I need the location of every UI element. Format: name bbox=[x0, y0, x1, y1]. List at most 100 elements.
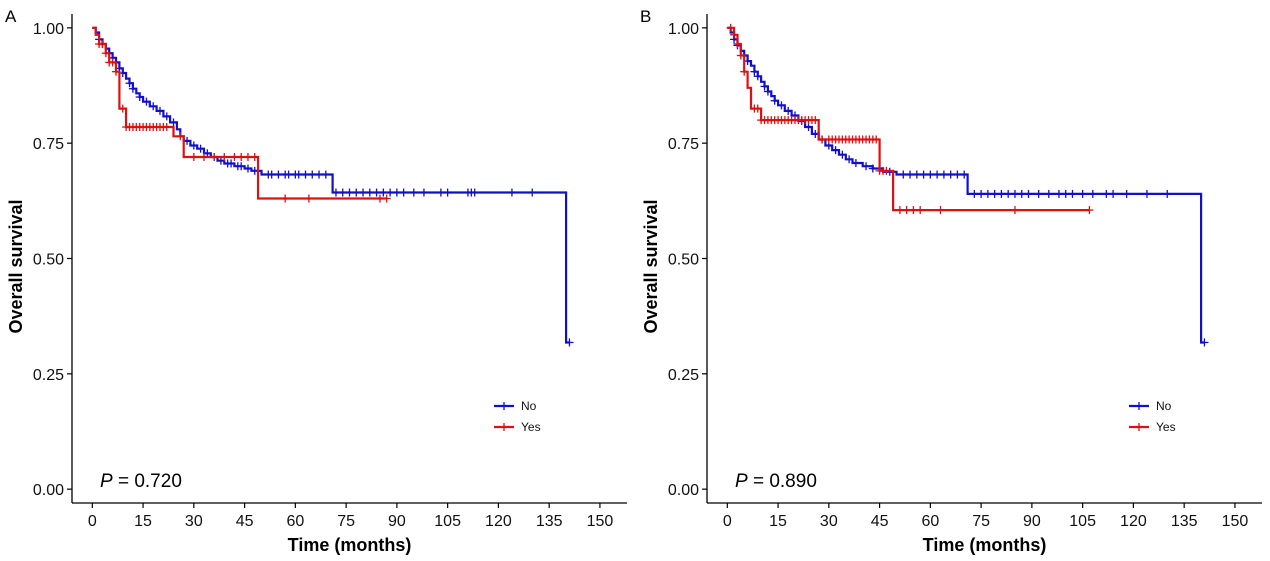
p-value-label: P = 0.720 bbox=[100, 471, 182, 492]
censor-mark-yes bbox=[902, 206, 911, 215]
censor-mark-no bbox=[960, 170, 969, 179]
y-tick-label: 0.25 bbox=[668, 367, 699, 384]
censor-mark-no bbox=[409, 188, 418, 197]
censor-mark-no bbox=[784, 106, 793, 115]
censor-mark-yes bbox=[304, 194, 313, 203]
censor-mark-no bbox=[294, 170, 303, 179]
censor-mark-no bbox=[1044, 189, 1053, 198]
panel-a: A 0.00 0.25 0.50 0.75 1.00 0 15 30 45 60 75 90 105 120… bbox=[5, 7, 627, 555]
x-axis-title: Time (months) bbox=[923, 535, 1047, 555]
legend-item-yes: Yes bbox=[494, 420, 541, 434]
censor-mark-no bbox=[899, 170, 908, 179]
y-tick-label: 0.75 bbox=[668, 136, 699, 153]
p-value-label: P = 0.890 bbox=[735, 471, 817, 492]
censor-mark-no bbox=[753, 72, 762, 81]
censor-mark-no bbox=[315, 170, 324, 179]
censor-mark-no bbox=[990, 189, 999, 198]
censor-mark-no bbox=[851, 159, 860, 168]
censor-mark-no bbox=[912, 170, 921, 179]
censor-mark-no bbox=[977, 189, 986, 198]
censor-mark-no bbox=[939, 170, 948, 179]
x-tick-label: 45 bbox=[236, 513, 254, 530]
y-tick-label: 0.25 bbox=[33, 367, 64, 384]
y-axis-title: Overall survival bbox=[6, 199, 26, 333]
censor-mark-no bbox=[155, 106, 164, 115]
censor-mark-yes bbox=[250, 153, 259, 162]
x-tick-label: 15 bbox=[769, 513, 787, 530]
x-tick-label: 0 bbox=[723, 513, 732, 530]
x-tick-label: 120 bbox=[1120, 513, 1147, 530]
censor-mark-no bbox=[838, 150, 847, 159]
censor-mark-yes bbox=[281, 194, 290, 203]
series-line-no bbox=[92, 26, 570, 344]
censor-mark-yes bbox=[230, 153, 239, 162]
km-chart-a: A 0.00 0.25 0.50 0.75 1.00 0 15 30 45 60 75 90 105 120… bbox=[5, 7, 627, 555]
x-tick-label: 15 bbox=[134, 513, 152, 530]
censor-mark-no bbox=[1088, 189, 1097, 198]
censor-mark-no bbox=[267, 170, 276, 179]
censor-mark-no bbox=[997, 189, 1006, 198]
censor-mark-yes bbox=[237, 153, 246, 162]
censor-mark-yes bbox=[916, 206, 925, 215]
censor-mark-no bbox=[399, 188, 408, 197]
censor-mark-no bbox=[125, 79, 134, 88]
y-tick-label: 1.00 bbox=[33, 21, 64, 38]
y-tick-label: 0.50 bbox=[33, 252, 64, 269]
censor-mark-no bbox=[162, 112, 171, 121]
legend-label: No bbox=[1156, 399, 1172, 413]
censor-mark-no bbox=[1078, 189, 1087, 198]
censor-mark-no bbox=[243, 164, 252, 173]
censor-mark-yes bbox=[936, 206, 945, 215]
censor-mark-no bbox=[1102, 189, 1111, 198]
censor-mark-no bbox=[284, 170, 293, 179]
censor-mark-no bbox=[338, 188, 347, 197]
panel-letter: B bbox=[640, 7, 651, 26]
x-tick-label: 60 bbox=[286, 513, 304, 530]
censor-mark-yes bbox=[909, 206, 918, 215]
censor-mark-no bbox=[189, 141, 198, 150]
censor-mark-no bbox=[372, 188, 381, 197]
censor-mark-no bbox=[1200, 338, 1209, 347]
series-line-no bbox=[727, 26, 1205, 344]
censor-mark-yes bbox=[730, 30, 739, 39]
x-tick-label: 45 bbox=[871, 513, 889, 530]
censor-mark-no bbox=[301, 170, 310, 179]
censor-mark-no bbox=[507, 188, 516, 197]
censor-mark-no bbox=[1163, 189, 1172, 198]
censor-mark-no bbox=[1004, 189, 1013, 198]
legend-label: No bbox=[521, 399, 537, 413]
censor-mark-no bbox=[331, 188, 340, 197]
censor-mark-no bbox=[1109, 189, 1118, 198]
censor-mark-no bbox=[565, 338, 574, 347]
censor-mark-no bbox=[135, 93, 144, 102]
x-tick-label: 120 bbox=[485, 513, 512, 530]
censor-mark-no bbox=[149, 102, 158, 111]
x-tick-label: 90 bbox=[388, 513, 406, 530]
x-tick-label: 150 bbox=[587, 513, 614, 530]
censor-mark-no bbox=[386, 188, 395, 197]
censor-mark-yes bbox=[118, 104, 127, 113]
x-tick-label: 135 bbox=[1171, 513, 1198, 530]
y-tick-label: 1.00 bbox=[668, 21, 699, 38]
censor-mark-yes bbox=[895, 206, 904, 215]
censor-mark-no bbox=[274, 170, 283, 179]
censor-mark-no bbox=[419, 188, 428, 197]
censor-mark-yes bbox=[375, 194, 384, 203]
panel-b: B 0.00 0.25 0.50 0.75 1.00 0 15 30 45 60 75 90 105 120… bbox=[635, 0, 1270, 561]
censor-mark-yes bbox=[382, 194, 391, 203]
y-tick-label: 0.00 bbox=[33, 482, 64, 499]
censor-mark-no bbox=[763, 87, 772, 96]
legend-label: Yes bbox=[521, 420, 541, 434]
censor-mark-yes bbox=[733, 39, 742, 48]
censor-mark-yes bbox=[111, 67, 120, 76]
x-tick-label: 135 bbox=[536, 513, 563, 530]
censor-mark-yes bbox=[243, 153, 252, 162]
censor-mark-yes bbox=[101, 49, 110, 58]
x-tick-label: 0 bbox=[88, 513, 97, 530]
censor-mark-no bbox=[804, 123, 813, 132]
censor-mark-no bbox=[750, 67, 759, 76]
censor-mark-yes bbox=[210, 153, 219, 162]
censor-mark-no bbox=[770, 96, 779, 105]
censor-mark-yes bbox=[162, 123, 171, 132]
km-chart-b: B 0.00 0.25 0.50 0.75 1.00 0 15 30 45 60 75 90 105 120… bbox=[640, 7, 1262, 555]
